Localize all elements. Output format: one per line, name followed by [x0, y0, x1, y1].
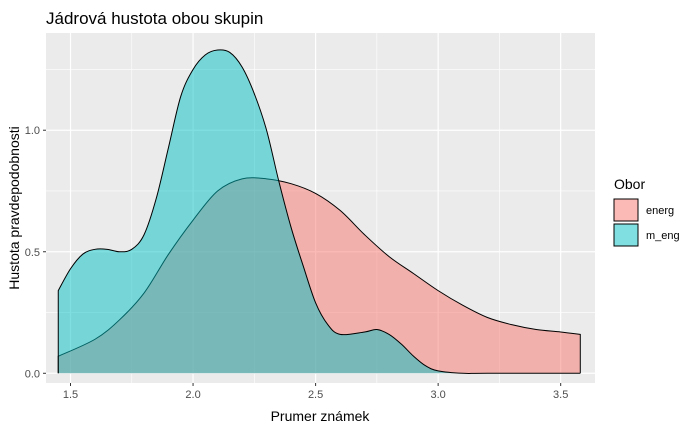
- legend-key-m_eng: [613, 223, 639, 247]
- y-tick-label: 1.0: [25, 125, 40, 137]
- legend: Obor energ m_eng: [613, 176, 680, 247]
- x-tick-label: 1.5: [63, 389, 78, 401]
- legend-key-energ: [613, 198, 639, 222]
- y-tick-label: 0.0: [25, 368, 40, 380]
- x-axis-title: Prumer známek: [271, 408, 371, 424]
- y-axis-title: Hustota pravdepodobnosti: [6, 126, 22, 289]
- legend-label-m_eng: m_eng: [646, 230, 680, 242]
- x-tick-label: 2.5: [308, 389, 323, 401]
- density-area-m_eng: [58, 49, 581, 374]
- x-tick-label: 3.0: [430, 389, 445, 401]
- legend-title: Obor: [614, 176, 645, 192]
- chart-title: Jádrová hustota obou skupin: [46, 9, 263, 28]
- x-tick-label: 2.0: [185, 389, 200, 401]
- density-line-m_eng: [57, 49, 581, 374]
- y-axis: 0.0 0.5 1.0: [25, 125, 46, 380]
- x-tick-label: 3.5: [553, 389, 568, 401]
- density-areas: [57, 49, 581, 374]
- x-axis: 1.5 2.0 2.5 3.0 3.5: [63, 383, 568, 401]
- y-tick-label: 0.5: [25, 247, 40, 259]
- legend-label-energ: energ: [646, 205, 674, 217]
